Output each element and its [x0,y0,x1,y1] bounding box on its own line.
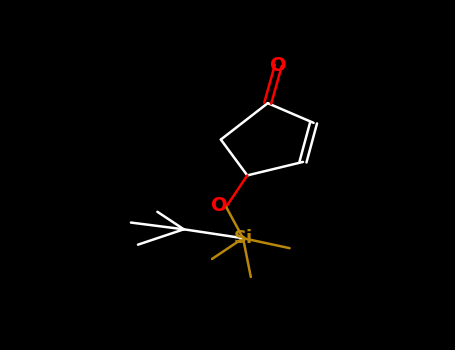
Text: O: O [212,196,228,215]
Text: O: O [270,56,287,75]
Text: Si: Si [233,229,253,247]
